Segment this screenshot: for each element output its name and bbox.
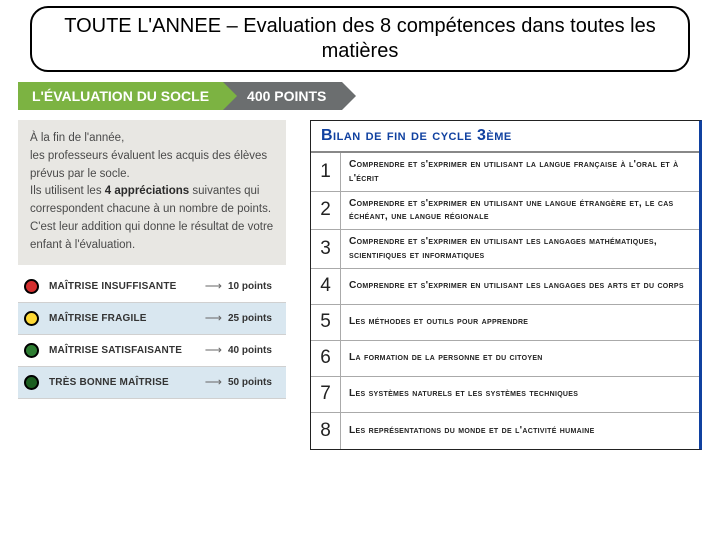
- breadcrumb-tab-socle: L'ÉVALUATION DU SOCLE: [18, 82, 223, 110]
- level-row: Maîtrise fragile ⟶ 25 points: [18, 303, 286, 335]
- competence-number: 3: [311, 230, 341, 268]
- competence-number: 4: [311, 269, 341, 304]
- level-row: Maîtrise satisfaisante ⟶ 40 points: [18, 335, 286, 367]
- competence-row: 8Les représentations du monde et de l'ac…: [311, 413, 699, 449]
- intro-line: C'est leur addition qui donne le résulta…: [30, 221, 273, 251]
- competence-text: Les systèmes naturels et les systèmes te…: [341, 382, 699, 406]
- level-points: 25 points: [228, 313, 286, 324]
- level-row: Maîtrise insuffisante ⟶ 10 points: [18, 271, 286, 303]
- competence-row: 5Les méthodes et outils pour apprendre: [311, 305, 699, 341]
- competence-number: 6: [311, 341, 341, 376]
- competence-text: Les méthodes et outils pour apprendre: [341, 310, 699, 334]
- intro-bold: 4 appréciations: [105, 185, 189, 197]
- level-label: Maîtrise insuffisante: [49, 281, 199, 292]
- level-points: 10 points: [228, 281, 286, 292]
- competence-text: Comprendre et s'exprimer en utilisant le…: [341, 274, 699, 298]
- arrow-icon: ⟶: [205, 279, 222, 293]
- competence-row: 1Comprendre et s'exprimer en utilisant l…: [311, 153, 699, 192]
- level-points: 50 points: [228, 377, 286, 388]
- competence-number: 1: [311, 153, 341, 191]
- competence-text: Comprendre et s'exprimer en utilisant la…: [341, 153, 699, 191]
- left-column: À la fin de l'année, les professeurs éva…: [18, 120, 286, 450]
- competence-number: 2: [311, 192, 341, 230]
- level-label: Maîtrise fragile: [49, 313, 199, 324]
- intro-line: À la fin de l'année,: [30, 132, 124, 144]
- competence-number: 7: [311, 377, 341, 412]
- level-points: 40 points: [228, 345, 286, 356]
- competence-row: 7Les systèmes naturels et les systèmes t…: [311, 377, 699, 413]
- intro-line: Ils utilisent les: [30, 185, 102, 197]
- competence-number: 8: [311, 413, 341, 449]
- page-title: TOUTE L'ANNEE – Evaluation des 8 compéte…: [30, 6, 690, 72]
- competence-row: 2Comprendre et s'exprimer en utilisant u…: [311, 192, 699, 231]
- breadcrumb-tab-points: 400 POINTS: [223, 82, 342, 110]
- level-label: Très bonne maîtrise: [49, 377, 199, 388]
- competence-number: 5: [311, 305, 341, 340]
- level-dot-icon: [24, 311, 39, 326]
- levels-table: Maîtrise insuffisante⟶10 pointsMaîtrise …: [18, 271, 286, 399]
- intro-line: les professeurs évaluent les acquis des …: [30, 150, 267, 180]
- competence-row: 6La formation de la personne et du citoy…: [311, 341, 699, 377]
- level-dot-icon: [24, 279, 39, 294]
- intro-text: À la fin de l'année, les professeurs éva…: [18, 120, 286, 265]
- competence-text: La formation de la personne et du citoye…: [341, 346, 699, 370]
- competence-text: Comprendre et s'exprimer en utilisant le…: [341, 230, 699, 268]
- competence-row: 4Comprendre et s'exprimer en utilisant l…: [311, 269, 699, 305]
- bilan-title: Bilan de fin de cycle 3ème: [311, 121, 699, 153]
- competence-row: 3Comprendre et s'exprimer en utilisant l…: [311, 230, 699, 269]
- breadcrumb: L'ÉVALUATION DU SOCLE 400 POINTS: [18, 82, 720, 110]
- arrow-icon: ⟶: [205, 311, 222, 325]
- level-dot-icon: [24, 375, 39, 390]
- bilan-panel: Bilan de fin de cycle 3ème 1Comprendre e…: [310, 120, 702, 450]
- level-dot-icon: [24, 343, 39, 358]
- arrow-icon: ⟶: [205, 375, 222, 389]
- competence-text: Comprendre et s'exprimer en utilisant un…: [341, 192, 699, 230]
- level-row: Très bonne maîtrise ⟶ 50 points: [18, 367, 286, 399]
- bilan-list: 1Comprendre et s'exprimer en utilisant l…: [311, 153, 699, 449]
- arrow-icon: ⟶: [205, 343, 222, 357]
- competence-text: Les représentations du monde et de l'act…: [341, 419, 699, 443]
- level-label: Maîtrise satisfaisante: [49, 345, 199, 356]
